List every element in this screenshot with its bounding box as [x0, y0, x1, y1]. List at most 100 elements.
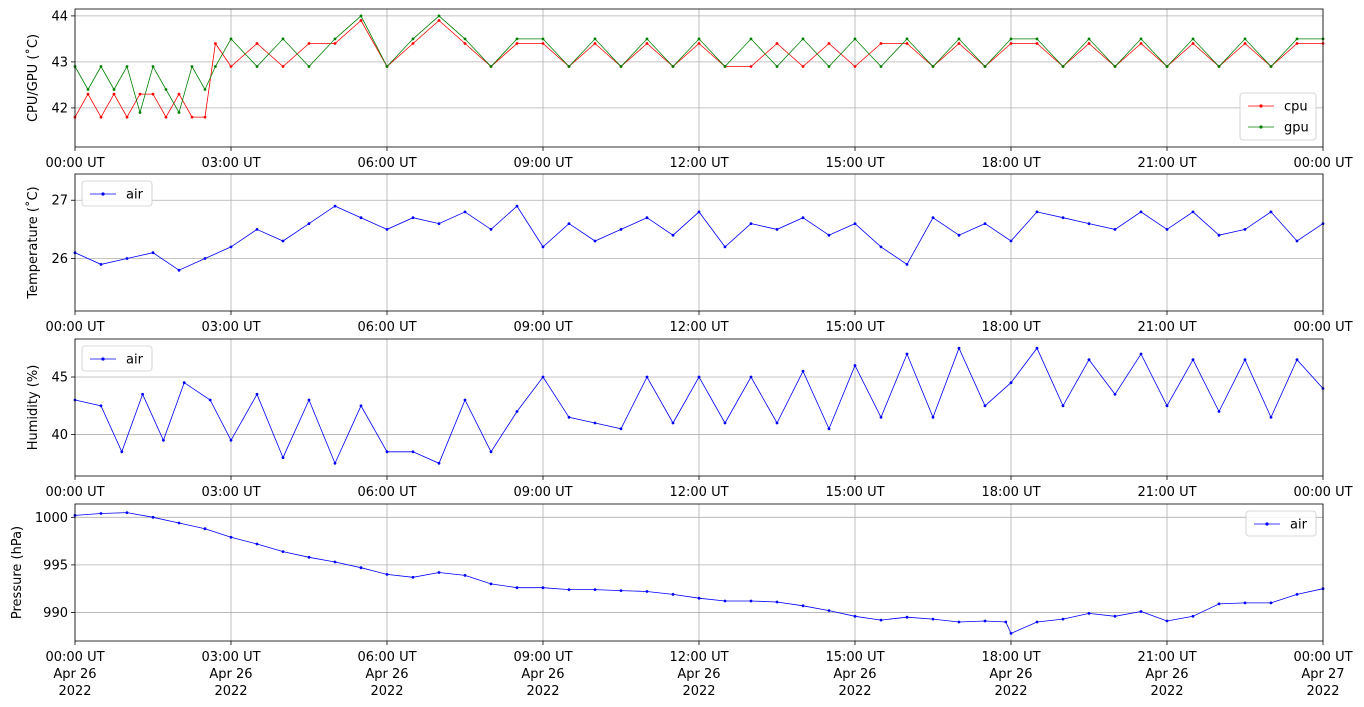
data-point	[281, 65, 285, 68]
data-point	[1087, 612, 1091, 615]
data-point	[411, 37, 415, 41]
x-tick-label: 18:00 UT	[981, 320, 1040, 335]
data-point	[1139, 610, 1143, 613]
data-point	[203, 257, 207, 260]
data-point	[697, 210, 701, 214]
data-point	[1295, 593, 1299, 596]
data-point	[1061, 216, 1065, 220]
data-point	[151, 515, 155, 519]
data-point	[879, 42, 883, 45]
data-point	[229, 37, 233, 41]
data-point	[879, 65, 883, 68]
data-point	[515, 204, 519, 208]
data-point	[1009, 42, 1013, 45]
data-point	[99, 263, 103, 266]
data-point	[749, 222, 753, 226]
data-point	[645, 375, 649, 379]
x-tick-label: 06:00 UT	[357, 320, 416, 335]
x-tick-label: 03:00 UT	[201, 156, 260, 171]
data-point	[905, 42, 909, 45]
x-date-label: Apr 26	[677, 667, 720, 682]
data-point	[619, 589, 623, 592]
data-point	[333, 37, 337, 41]
data-point	[905, 352, 909, 356]
data-point	[125, 511, 129, 514]
data-point	[957, 620, 961, 624]
data-point	[162, 438, 165, 442]
data-point	[463, 42, 467, 45]
data-point	[697, 596, 701, 600]
legend-box	[81, 180, 153, 207]
data-point	[86, 88, 90, 91]
subplot-4: 990 995 1000 00:00 UT Apr 26 2022 03:00 UT Apr …	[10, 503, 1353, 699]
data-point	[411, 42, 415, 45]
y-tick-label: 990	[43, 606, 68, 621]
data-point	[1087, 222, 1091, 226]
data-point	[853, 364, 857, 367]
data-point	[86, 92, 90, 96]
data-point	[723, 599, 727, 603]
x-tick-label: 03:00 UT	[201, 320, 260, 335]
data-point	[229, 245, 233, 249]
x-date-label: Apr 27	[1301, 667, 1344, 682]
data-point	[255, 392, 259, 396]
data-point	[749, 599, 753, 603]
data-point	[801, 65, 805, 68]
data-point	[359, 216, 363, 220]
data-point	[489, 582, 493, 586]
data-point	[905, 37, 909, 41]
data-point	[827, 233, 831, 237]
legend-label-air: air	[126, 353, 144, 368]
data-point	[697, 42, 701, 45]
series-line-air	[74, 512, 1324, 634]
data-point	[723, 65, 727, 68]
data-point	[281, 239, 285, 243]
x-year-label: 2022	[1306, 684, 1339, 699]
y-tick-label: 1000	[35, 511, 68, 526]
data-point	[1165, 404, 1169, 408]
data-point	[567, 65, 571, 68]
data-point	[853, 614, 857, 618]
data-point	[125, 257, 129, 260]
data-point	[1243, 358, 1247, 362]
data-point	[203, 115, 207, 119]
x-tick-label: 03:00 UT	[201, 485, 260, 500]
subplot-2: 26 27 00:00 UT 03:00 UT 06:00 UT 09:00 UT 12:0…	[25, 173, 1353, 335]
legend-label-gpu: gpu	[1284, 121, 1309, 136]
data-point	[645, 590, 649, 593]
data-point	[593, 42, 597, 45]
x-tick-label: 00:00 UT	[1293, 156, 1352, 171]
legend: cpu gpu	[1239, 92, 1317, 141]
x-year-label: 2022	[1150, 684, 1183, 699]
x-year-label: 2022	[370, 684, 403, 699]
data-point	[697, 37, 701, 41]
data-point	[1243, 42, 1247, 45]
data-point	[827, 427, 831, 431]
legend-box	[1239, 92, 1317, 141]
data-point	[645, 42, 649, 45]
x-tick-label: 12:00 UT	[669, 650, 728, 665]
data-point	[359, 14, 363, 18]
legend: air	[1245, 510, 1317, 537]
data-point	[749, 37, 753, 41]
y-tick-label: 27	[51, 194, 68, 209]
data-point	[203, 88, 207, 91]
data-point	[138, 92, 142, 96]
data-point	[1295, 358, 1299, 362]
data-point	[437, 14, 441, 18]
data-point	[671, 421, 675, 425]
data-point	[1295, 239, 1299, 243]
data-point	[1139, 210, 1143, 214]
data-point	[1139, 42, 1143, 45]
subplot-3: 40 45 00:00 UT 03:00 UT 06:00 UT 09:00 UT 12:0…	[26, 338, 1353, 500]
x-date-label: Apr 26	[53, 667, 96, 682]
data-point	[463, 574, 467, 577]
data-point	[801, 37, 805, 41]
legend-label-air: air	[1290, 518, 1308, 533]
legend: air	[81, 345, 153, 372]
data-point	[1087, 37, 1091, 41]
data-point	[1009, 239, 1013, 243]
data-point	[541, 42, 545, 45]
legend-label-air: air	[126, 188, 144, 203]
